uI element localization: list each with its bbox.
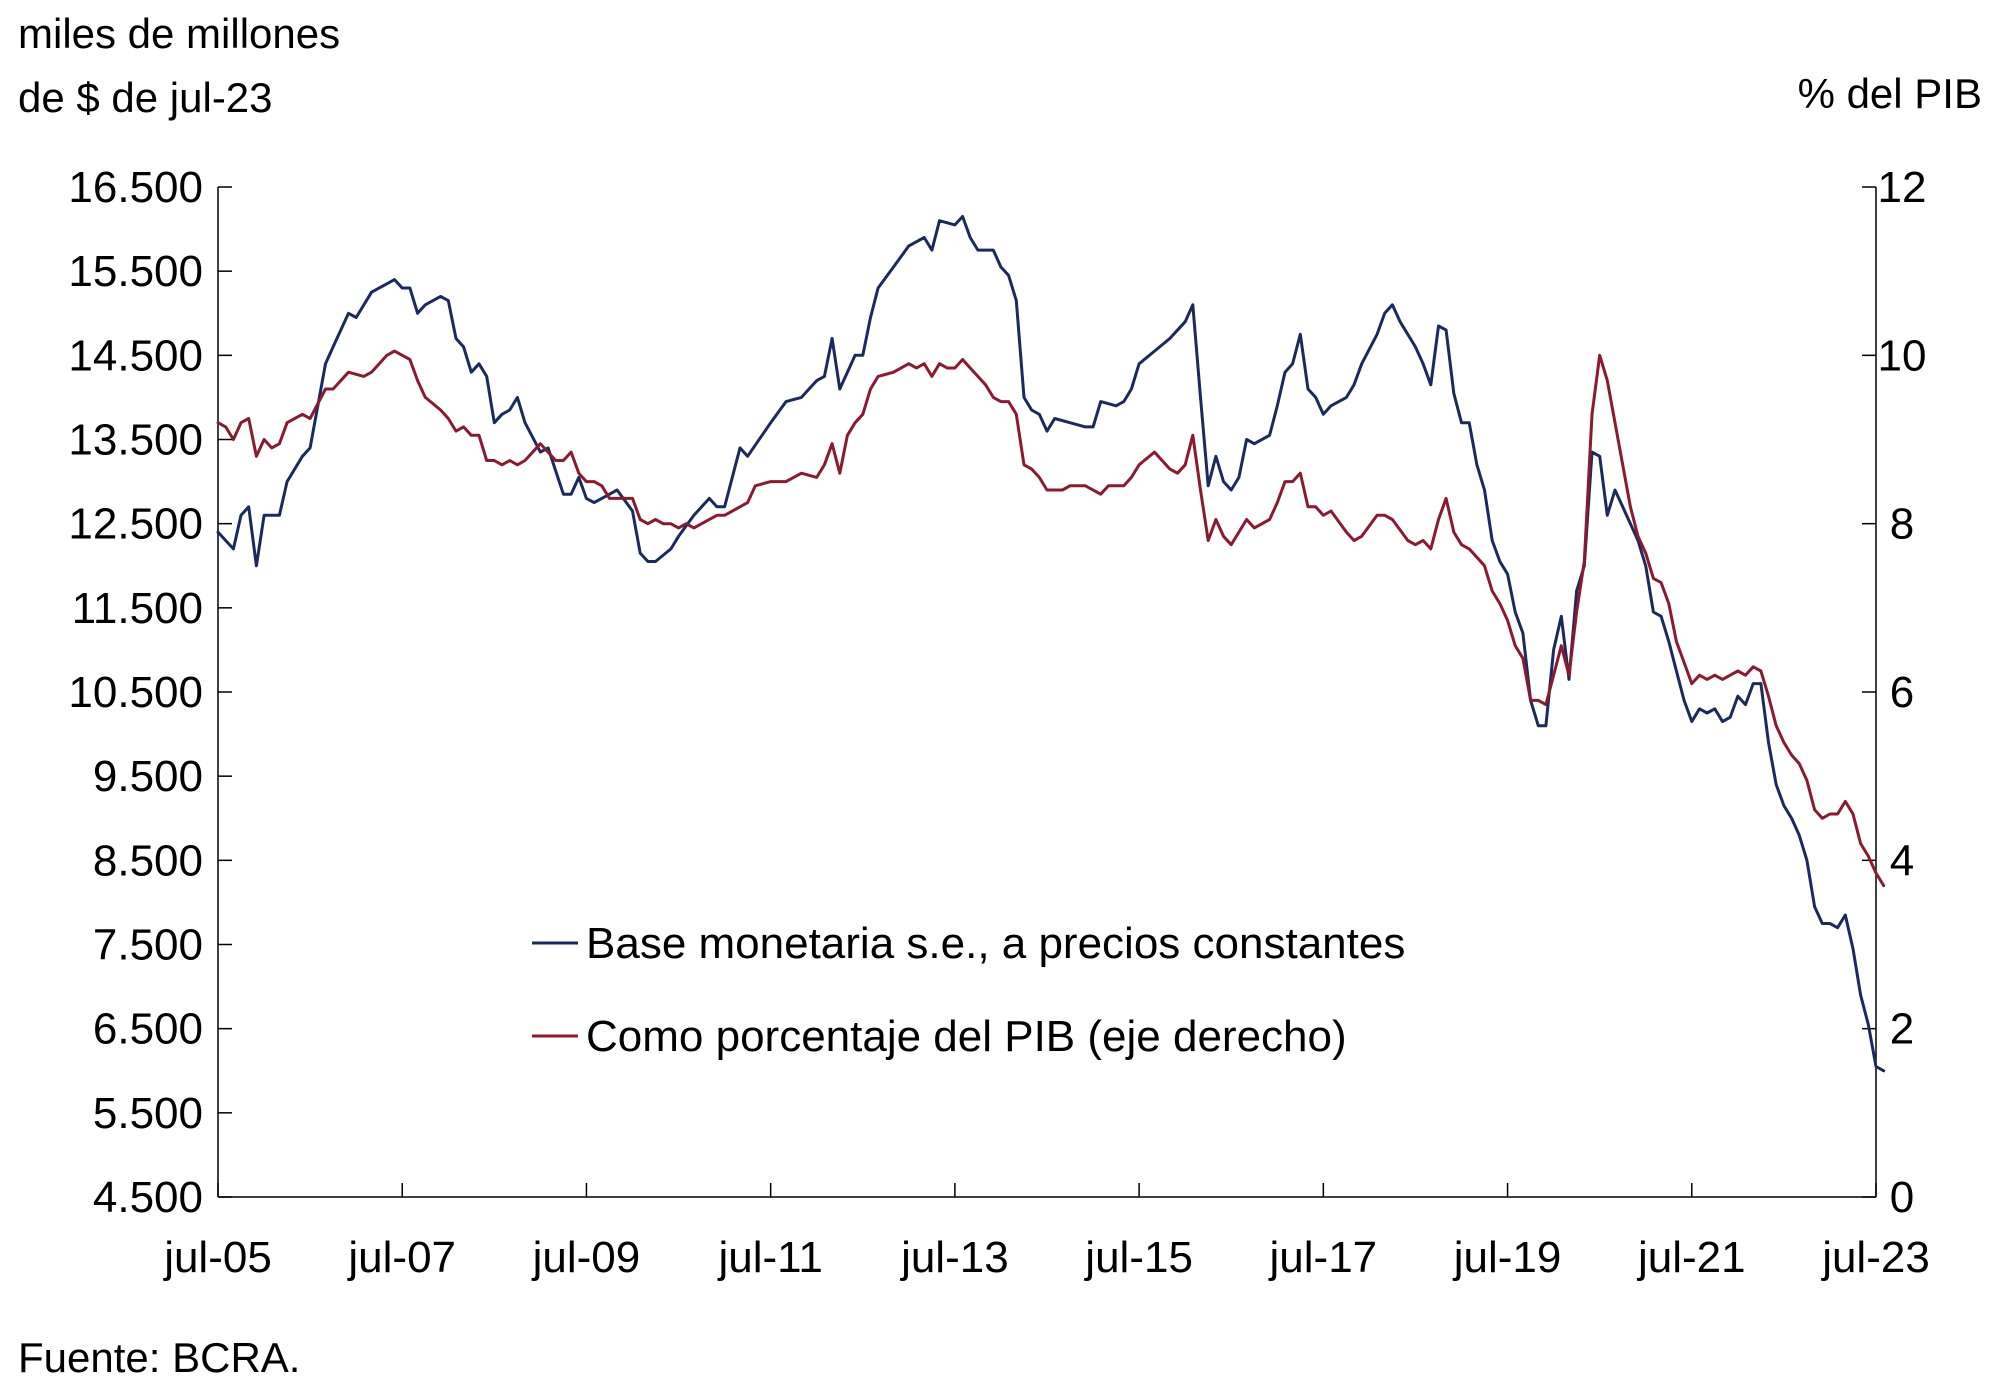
x-tick-label: jul-07: [346, 1233, 456, 1282]
series-line-porcentaje-pib: [216, 349, 1886, 888]
left-tick-label: 11.500: [72, 584, 203, 633]
right-tick-label: 2: [1890, 1005, 1914, 1054]
x-tick-label: jul-13: [899, 1233, 1009, 1282]
legend: Base monetaria s.e., a precios constante…: [532, 919, 1405, 1061]
x-tick-label: jul-23: [1820, 1233, 1930, 1282]
right-axis-ticks: 12 10 8 6 4 2 0: [1862, 163, 1926, 1222]
left-axis-ticks: 16.500 15.500 14.500 13.500 12.500 11.500 10.5…: [68, 163, 232, 1222]
right-tick-label: 10: [1878, 331, 1927, 380]
left-tick-label: 16.500: [68, 163, 203, 212]
left-tick-label: 12.500: [68, 500, 203, 549]
right-tick-label: 12: [1878, 163, 1927, 212]
x-tick-label: jul-17: [1268, 1233, 1378, 1282]
x-tick-label: jul-11: [716, 1233, 822, 1282]
left-tick-label: 8.500: [93, 836, 203, 885]
x-axis-ticks: jul-05 jul-07 jul-09 jul-11 jul-13 jul-15 jul-…: [162, 1183, 1930, 1282]
right-tick-label: 8: [1890, 500, 1914, 549]
left-tick-label: 10.500: [68, 668, 203, 717]
series-line-base-monetaria: [216, 215, 1886, 1073]
source-note: Fuente: BCRA.: [18, 1334, 300, 1377]
left-tick-label: 14.500: [68, 331, 203, 380]
x-tick-label: jul-09: [531, 1233, 641, 1282]
legend-label-base-monetaria: Base monetaria s.e., a precios constante…: [586, 919, 1405, 968]
axis-titles: miles de millones de $ de jul-23 % del P…: [18, 10, 1982, 121]
left-axis-title-line-1: miles de millones: [18, 10, 340, 57]
left-tick-label: 13.500: [68, 416, 203, 465]
left-axis-title-line-2: de $ de jul-23: [18, 74, 273, 121]
left-tick-label: 7.500: [93, 921, 203, 970]
left-tick-label: 5.500: [93, 1089, 203, 1138]
series-lines: [216, 215, 1886, 1073]
left-tick-label: 9.500: [93, 752, 203, 801]
right-tick-label: 6: [1890, 668, 1914, 717]
x-tick-label: jul-05: [162, 1233, 272, 1282]
legend-label-porcentaje-pib: Como porcentaje del PIB (eje derecho): [586, 1012, 1347, 1061]
right-axis-title: % del PIB: [1798, 70, 1982, 117]
x-tick-label: jul-15: [1083, 1233, 1193, 1282]
right-tick-label: 4: [1890, 836, 1914, 885]
left-tick-label: 15.500: [68, 247, 203, 296]
x-tick-label: jul-19: [1452, 1233, 1562, 1282]
right-tick-label: 0: [1890, 1173, 1914, 1222]
left-tick-label: 6.500: [93, 1005, 203, 1054]
x-tick-label: jul-21: [1636, 1233, 1746, 1282]
left-tick-label: 4.500: [93, 1173, 203, 1222]
